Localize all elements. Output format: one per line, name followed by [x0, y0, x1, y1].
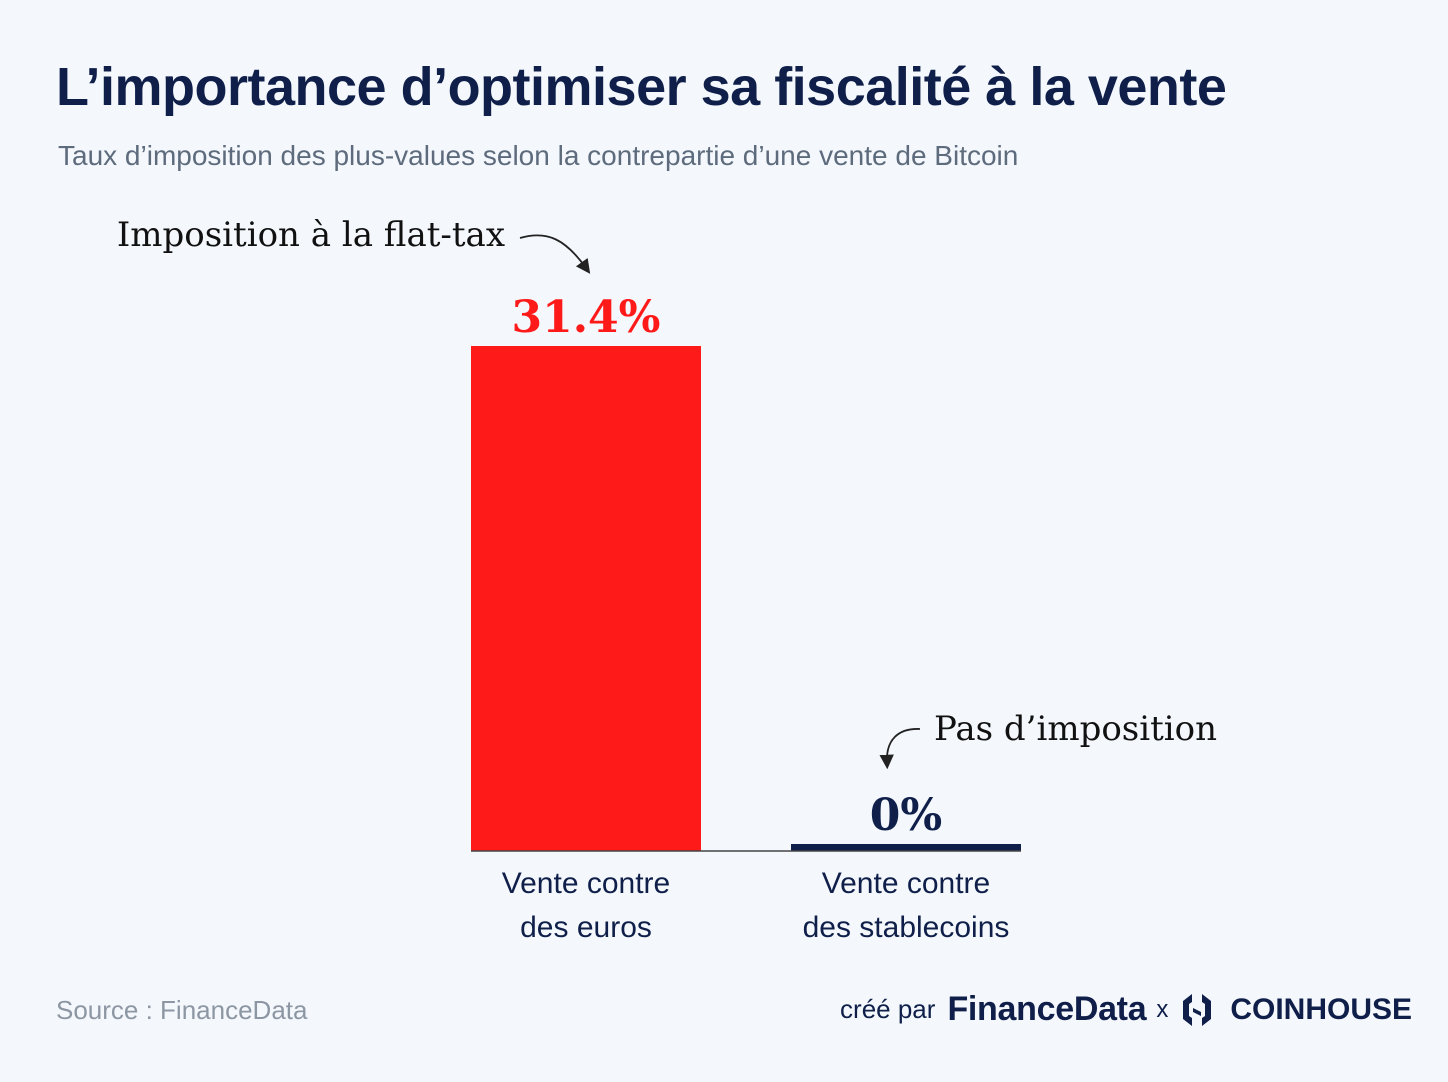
- created-by-label: créé par: [840, 994, 936, 1024]
- credit-line: créé par FinanceData x COINHOUSE: [840, 990, 1412, 1029]
- bar-2: [791, 844, 1021, 851]
- annotation-arrow-1: [519, 234, 591, 274]
- annotation-no-tax: Pas d’imposition: [934, 709, 1217, 749]
- category-label-line: Vente contre: [821, 867, 991, 900]
- annotation-arrow-2: [879, 728, 921, 770]
- category-label-1: Vente contre des euros: [436, 862, 736, 950]
- brand-separator: x: [1156, 995, 1169, 1023]
- value-label-1: 31.4%: [512, 292, 661, 343]
- annotation-flat-tax: Imposition à la flat-tax: [117, 215, 505, 255]
- category-label-line: Vente contre: [501, 867, 671, 900]
- financedata-brand: FinanceData: [947, 990, 1147, 1028]
- value-label-2: 0%: [870, 790, 942, 841]
- source-note: Source : FinanceData: [56, 995, 308, 1025]
- chart-title: L’importance d’optimiser sa fiscalité à …: [56, 57, 1227, 117]
- coinhouse-brand: COINHOUSE: [1230, 992, 1412, 1026]
- bar-1: [471, 346, 701, 851]
- coinhouse-logo-icon: [1183, 993, 1212, 1026]
- chart-subtitle: Taux d’imposition des plus-values selon …: [58, 140, 1019, 171]
- category-label-line: des euros: [520, 911, 652, 944]
- category-label-2: Vente contre des stablecoins: [756, 862, 1056, 950]
- category-label-line: des stablecoins: [802, 911, 1010, 944]
